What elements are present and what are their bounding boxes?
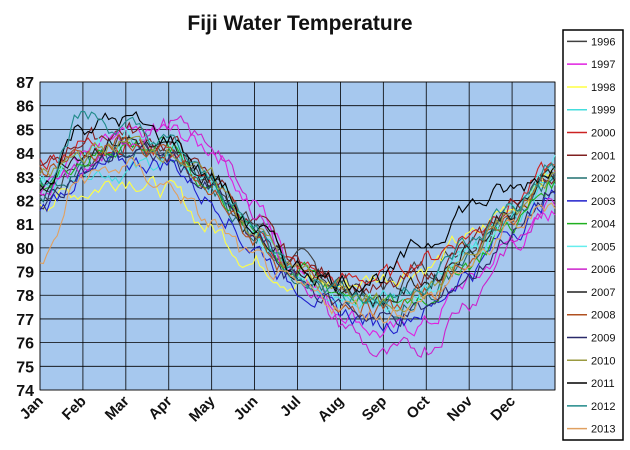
series-lines [39,110,556,358]
series-line-2003 [39,149,556,335]
y-tick-label: 86 [16,99,34,116]
series-line-2012 [39,110,556,307]
legend-label: 2010 [591,355,615,367]
legend-label: 2008 [591,310,615,322]
legend-label: 1999 [591,105,615,117]
legend: 1996 1997 1998 1999 2000 2001 2002 2003 2004 2005… [562,29,624,441]
x-tick-label: Oct [403,393,433,423]
x-tick-label: Sep [359,393,390,424]
x-tick-label: Aug [315,393,348,426]
legend-label: 2007 [591,287,615,299]
legend-label: 2006 [591,264,615,276]
legend-label: 2009 [591,333,615,345]
legend-box [562,29,624,441]
y-tick-label: 74 [16,383,34,400]
x-axis-ticks: Jan Feb Mar Apr May Jun Jul Aug Sep Oct Nov Dec [17,392,519,425]
legend-label: 2005 [591,241,615,253]
y-axis-ticks: 74 75 76 77 78 79 80 81 82 83 84 85 86 87 [16,75,34,400]
x-tick-label: Feb [59,393,90,424]
legend-label: 2011 [591,378,615,390]
x-tick-label: Mar [102,393,133,424]
series-line-2010 [39,135,556,313]
series-line-2004 [39,136,556,307]
y-tick-label: 80 [16,241,34,258]
y-tick-label: 77 [16,312,34,329]
plot-area [39,81,556,391]
y-tick-label: 78 [16,288,34,305]
y-tick-label: 82 [16,193,34,210]
y-tick-label: 83 [16,170,34,187]
x-tick-label: Dec [487,393,518,424]
legend-label: 2003 [591,196,615,208]
y-tick-label: 84 [16,146,34,163]
x-tick-label: Nov [444,392,477,425]
chart-title: Fiji Water Temperature [187,12,412,35]
series-line-2000 [39,137,556,288]
x-tick-label: Jun [231,393,262,424]
series-line-2001 [39,121,556,296]
legend-label: 2013 [591,424,615,436]
legend-label: 1998 [591,82,615,94]
series-line-2008 [39,133,556,319]
x-tick-label: Jul [277,393,304,420]
x-tick-label: Apr [145,393,175,423]
y-tick-label: 79 [16,265,34,282]
legend-label: 1997 [591,59,615,71]
y-tick-label: 87 [16,75,34,92]
series-line-2013 [39,156,556,324]
legend-label: 2004 [591,219,615,231]
y-tick-label: 85 [16,122,34,139]
y-tick-label: 76 [16,336,34,353]
series-line-2011 [39,111,556,293]
y-tick-label: 75 [16,359,34,376]
y-tick-label: 81 [16,217,34,234]
legend-label: 2002 [591,173,615,185]
legend-label: 2000 [591,128,615,140]
legend-label: 2012 [591,401,615,413]
series-line-2007 [39,136,556,309]
legend-label: 1996 [591,36,615,48]
x-tick-label: May [186,392,219,425]
legend-label: 2001 [591,150,615,162]
